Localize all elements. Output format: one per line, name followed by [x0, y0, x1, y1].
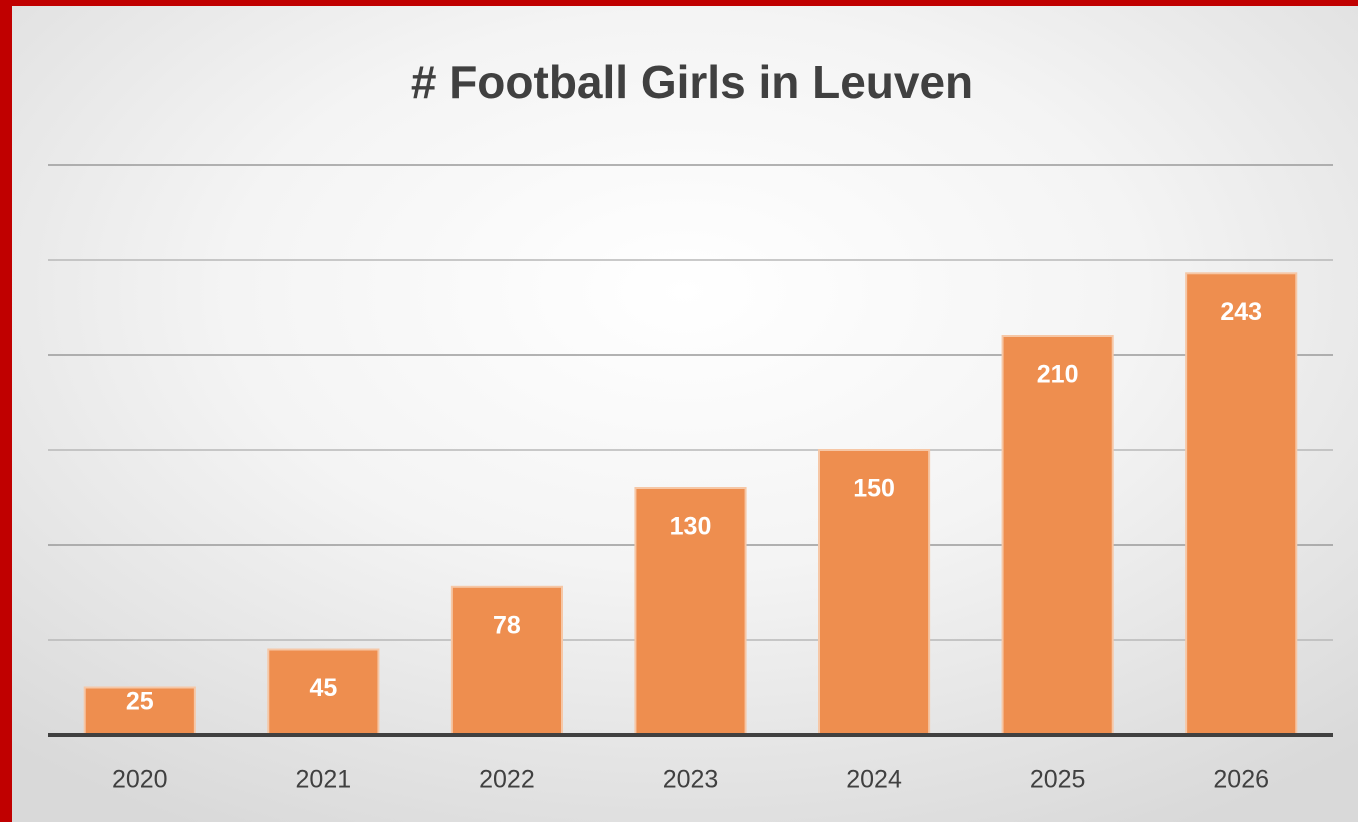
- data-label: 45: [309, 674, 337, 702]
- data-label: 243: [1220, 298, 1262, 326]
- x-tick-label: 2022: [479, 766, 535, 794]
- data-label: 150: [853, 475, 895, 503]
- bar: [83, 686, 196, 736]
- chart-title: # Football Girls in Leuven: [411, 56, 973, 108]
- x-tick-label: 2025: [1030, 766, 1086, 794]
- data-label: 78: [493, 611, 521, 639]
- bar: [450, 585, 564, 736]
- chart: # Football Girls in Leuven 2020 25 2021 45 2…: [12, 6, 1358, 822]
- bar: [1185, 272, 1298, 736]
- bar: [1001, 335, 1114, 736]
- bar: [818, 449, 931, 736]
- x-tick-label: 2020: [112, 766, 168, 794]
- data-label: 210: [1037, 361, 1079, 389]
- data-label: 25: [126, 688, 154, 716]
- x-tick-label: 2021: [296, 766, 352, 794]
- x-tick-label: 2026: [1213, 766, 1269, 794]
- x-tick-label: 2023: [663, 766, 719, 794]
- x-tick-label: 2024: [846, 766, 902, 794]
- bar: [267, 648, 380, 736]
- data-label: 130: [670, 513, 712, 541]
